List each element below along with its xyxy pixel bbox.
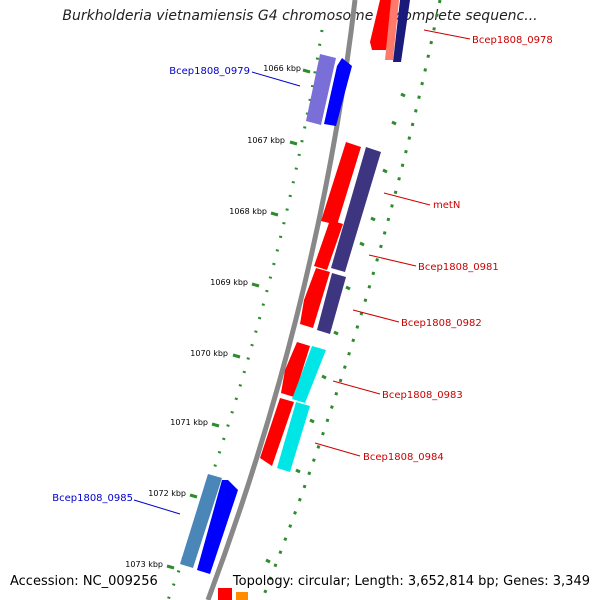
gene-label-0985: Bcep1808_0985 xyxy=(52,493,181,515)
gene-label-text[interactable]: metN xyxy=(433,200,460,211)
gene-feature-bottom-orange xyxy=(236,592,248,600)
tick-label: 1066 kbp xyxy=(263,64,301,73)
gene-feature-0982-red xyxy=(300,268,330,328)
gene-feature-0982-navy xyxy=(317,273,346,334)
gene-feature-0984-red xyxy=(260,398,294,466)
map-title: Burkholderia vietnamiensis G4 chromosome… xyxy=(62,8,538,24)
gene-label-0978: Bcep1808_0978 xyxy=(423,29,553,46)
accession-text: Accession: NC_009256 xyxy=(10,574,158,589)
scale-tick-1073: 1073 kbp xyxy=(125,560,175,570)
topology-text: Topology: circular; Length: 3,652,814 bp… xyxy=(232,574,590,589)
gene-label-0982: Bcep1808_0982 xyxy=(352,309,482,329)
gene-label-0981: Bcep1808_0981 xyxy=(368,254,499,273)
gene-label-text[interactable]: Bcep1808_0983 xyxy=(382,390,463,401)
gene-feature-0985-blue xyxy=(197,480,238,574)
tick-label: 1073 kbp xyxy=(125,560,163,569)
gene-feature-0985-steel xyxy=(180,474,222,568)
gene-feature-0983-red xyxy=(281,342,310,397)
inner-ticks xyxy=(265,92,406,564)
gene-feature-metN-red xyxy=(321,142,361,225)
gene-label-0984: Bcep1808_0984 xyxy=(314,442,444,463)
gene-label-text[interactable]: Bcep1808_0984 xyxy=(363,452,444,463)
scale-ticks: 1066 kbp 1067 kbp 1068 kbp 1069 kbp 1070… xyxy=(125,64,311,570)
gene-feature-0984-cyan xyxy=(277,402,310,472)
scale-tick-1069: 1069 kbp xyxy=(210,278,260,288)
tick-label: 1069 kbp xyxy=(210,278,248,287)
tick-label: 1068 kbp xyxy=(229,207,267,216)
scale-tick-1071: 1071 kbp xyxy=(170,418,220,428)
genome-features xyxy=(166,0,442,600)
gene-label-text[interactable]: Bcep1808_0981 xyxy=(418,262,499,273)
gene-label-0983: Bcep1808_0983 xyxy=(332,380,463,401)
scale-tick-1072: 1072 kbp xyxy=(148,489,198,499)
gene-label-text[interactable]: Bcep1808_0985 xyxy=(52,493,133,504)
gene-feature-metN-navy xyxy=(331,147,381,272)
gene-label-metN: metN xyxy=(383,192,460,211)
gene-label-text[interactable]: Bcep1808_0982 xyxy=(401,318,482,329)
gene-label-text[interactable]: Bcep1808_0978 xyxy=(472,35,553,46)
tick-label: 1067 kbp xyxy=(247,136,285,145)
gene-feature-0981-red xyxy=(314,220,343,270)
gene-labels: Bcep1808_0978 Bcep1808_0979 metN Bcep180… xyxy=(52,29,553,515)
scale-tick-1070: 1070 kbp xyxy=(190,349,241,359)
gene-label-text[interactable]: Bcep1808_0979 xyxy=(169,66,250,77)
gene-feature-top-salmon xyxy=(385,0,399,60)
scale-tick-1067: 1067 kbp xyxy=(247,136,298,146)
gene-feature-0979a xyxy=(306,54,336,125)
gene-feature-0979b xyxy=(324,58,352,126)
tick-label: 1072 kbp xyxy=(148,489,186,498)
tick-label: 1070 kbp xyxy=(190,349,228,358)
gene-feature-0983-cyan xyxy=(292,346,326,403)
scale-tick-1068: 1068 kbp xyxy=(229,207,279,217)
gene-label-0979: Bcep1808_0979 xyxy=(169,66,301,87)
inner-dotted-ring xyxy=(260,0,442,600)
gene-feature-bottom-red xyxy=(218,588,232,600)
scale-tick-1066: 1066 kbp xyxy=(263,64,311,74)
tick-label: 1071 kbp xyxy=(170,418,208,427)
gene-feature-top-navy xyxy=(393,0,410,62)
